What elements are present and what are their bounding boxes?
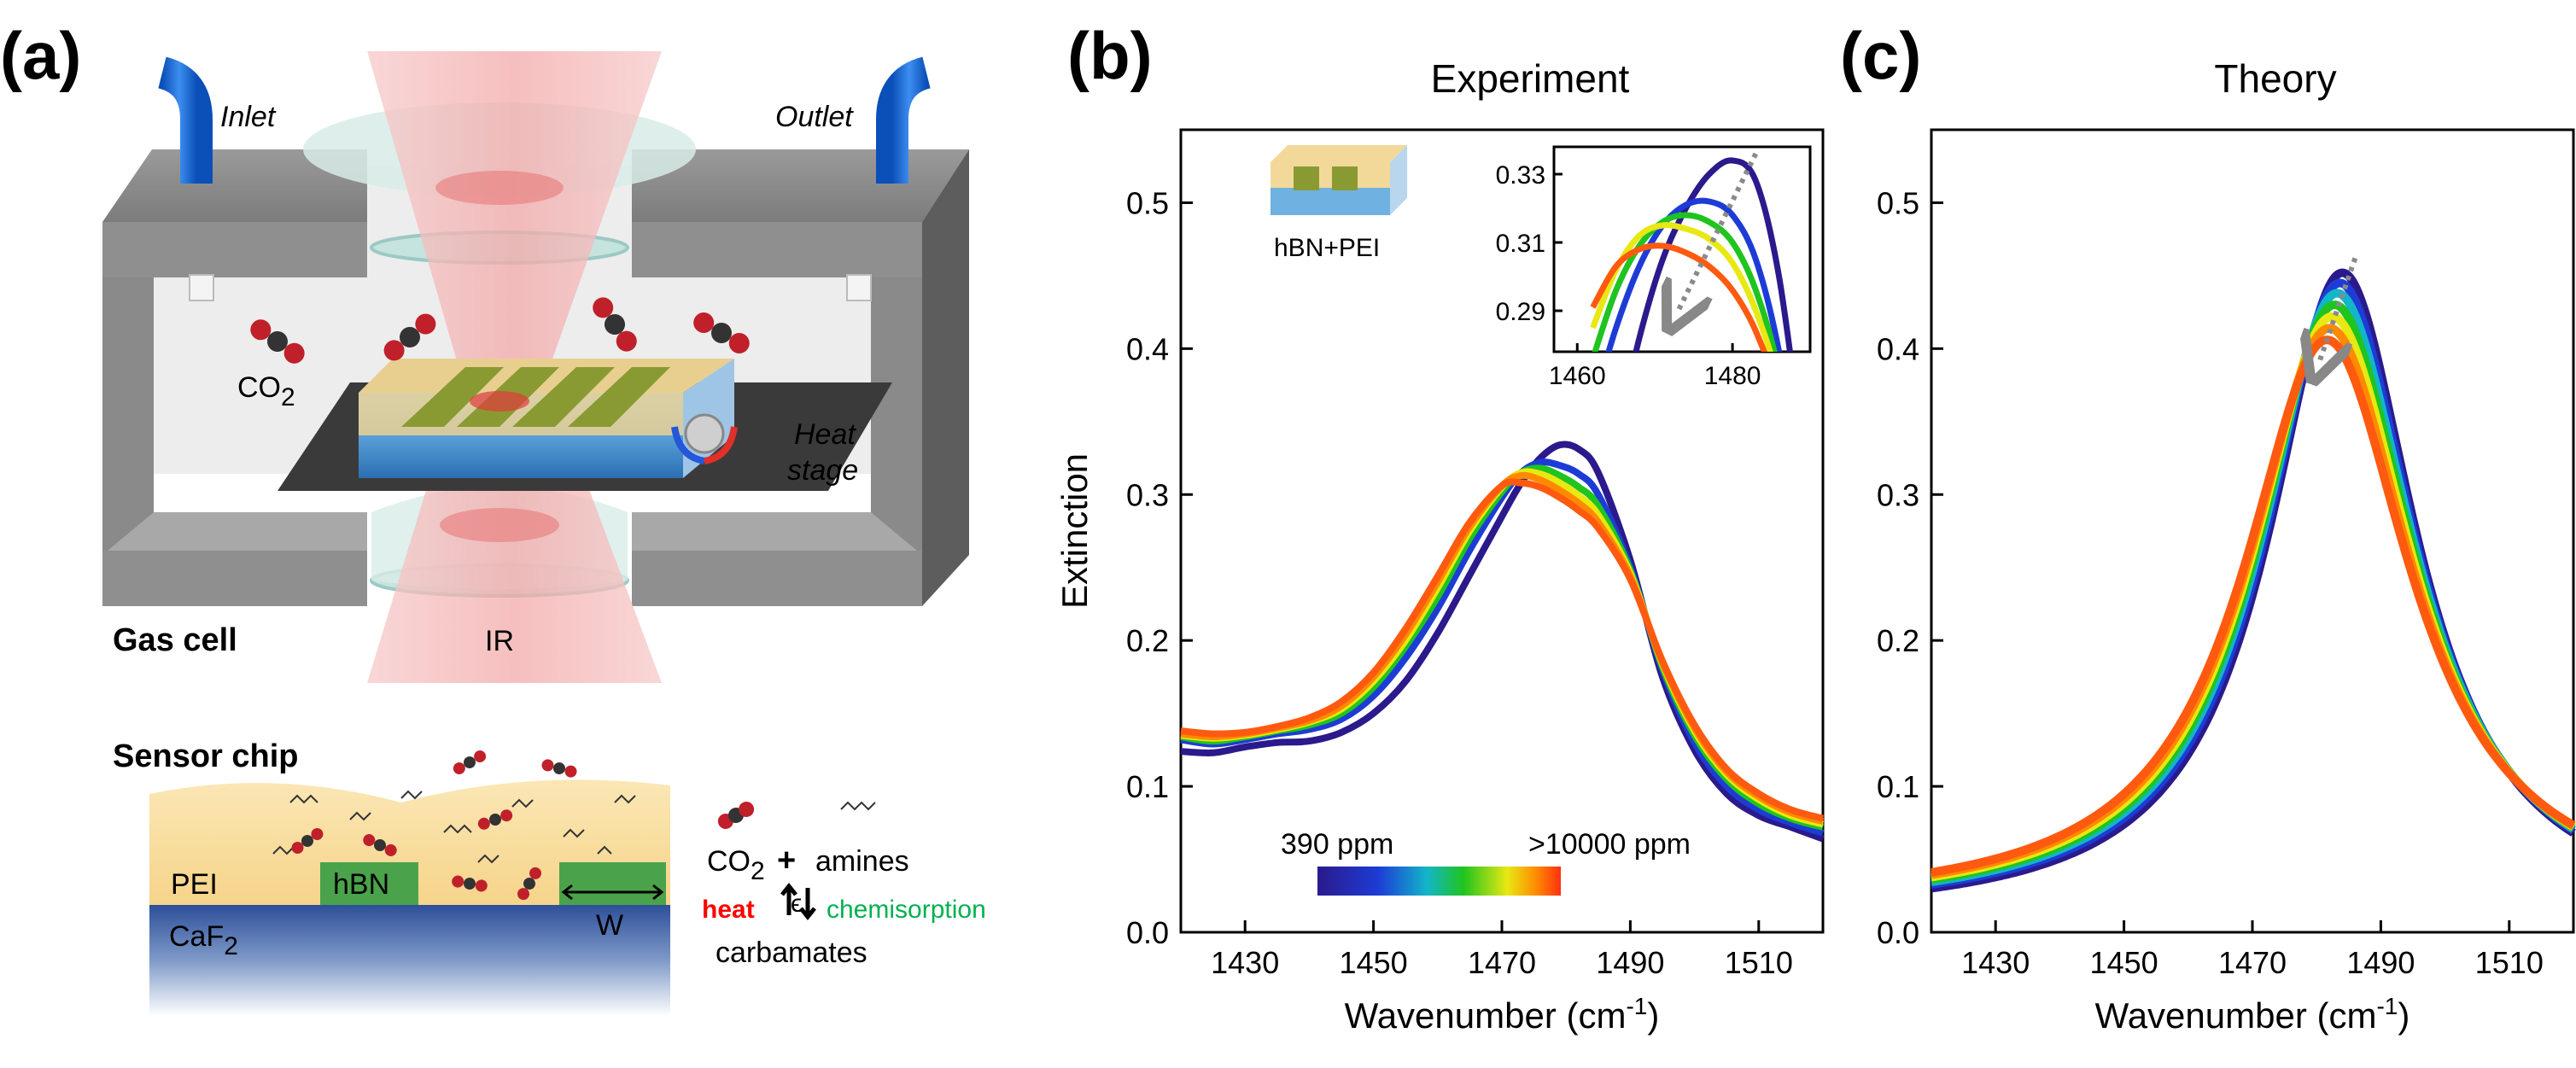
- co2-eq-label: CO2: [707, 845, 765, 885]
- chart-b-x-tick-label: 1490: [1596, 945, 1664, 980]
- hbn-label: hBN: [333, 868, 389, 901]
- chart-b-y-tick-label: 0.1: [1126, 769, 1169, 804]
- inset-y-tick-label: 0.31: [1496, 230, 1545, 258]
- inset-series-line: [1605, 197, 1783, 352]
- colorbar-high-label: >10000 ppm: [1528, 828, 1691, 861]
- chart-c-series-line: [1931, 289, 2576, 886]
- chart-b-y-axis-label: Extinction: [1054, 453, 1095, 609]
- chart-c-y-tick-label: 0.1: [1877, 769, 1919, 804]
- co2-label: CO2: [237, 371, 295, 411]
- inset-series-line: [1590, 222, 1773, 352]
- inset-x-tick-label: 1480: [1704, 362, 1761, 390]
- inlet-label: Inlet: [220, 101, 277, 133]
- chart-c-y-tick-label: 0.5: [1877, 185, 1919, 220]
- inset-series-line: [1633, 157, 1794, 352]
- pei-label: PEI: [171, 868, 218, 901]
- sensor-chip-label: Sensor chip: [113, 738, 299, 774]
- inset-shift-arrow: [1678, 152, 1759, 311]
- chart-b-series-line: [1180, 478, 1825, 822]
- chart-c-x-tick-label: 1450: [2090, 945, 2158, 980]
- inset-x-tick-label: 1460: [1549, 362, 1606, 390]
- panel-c-label: (c): [1840, 18, 1921, 93]
- ir-label: IR: [485, 625, 514, 657]
- chart-b-x-tick-label: 1470: [1468, 945, 1536, 980]
- caf2-label: CaF2: [169, 920, 238, 960]
- chart-c-y-tick-label: 0.0: [1877, 915, 1919, 950]
- chart-c-y-tick-label: 0.3: [1877, 477, 1919, 512]
- chart-b-y-tick-label: 0.0: [1126, 915, 1169, 950]
- chart-b-x-tick-label: 1510: [1725, 945, 1793, 980]
- inset-series-line: [1592, 212, 1778, 352]
- chart-b-y-tick-label: 0.3: [1126, 477, 1169, 512]
- gas-cell-illustration: [102, 51, 969, 683]
- chart-b-y-tick-label: 0.2: [1126, 623, 1169, 658]
- epsilon-symbol: ϵ: [791, 890, 802, 918]
- co2-molecules: [250, 297, 750, 364]
- chart-b-x-axis-label: Wavenumber (cm-1): [1345, 993, 1660, 1036]
- w-label: W: [596, 909, 623, 942]
- inset-plot-area: [1590, 157, 1794, 352]
- chemisorption-label: chemisorption: [827, 896, 986, 924]
- inset-series-line: [1590, 242, 1768, 352]
- chart-c-x-tick-label: 1510: [2475, 945, 2544, 980]
- chart-c-y-tick-label: 0.2: [1877, 623, 1919, 658]
- outlet-label: Outlet: [775, 101, 854, 133]
- amines-label: amines: [815, 845, 909, 878]
- inset-device-illustration: [1270, 145, 1407, 215]
- chart-experiment: 1430 1450 1470 1490 1510 0.0 0.1 0.2 0.3 0.4 0.5 Wa…: [1054, 128, 1825, 1036]
- heat-stage-label-2: stage: [787, 454, 858, 487]
- carbamates-label: carbamates: [716, 937, 867, 969]
- chart-c-series-line: [1931, 336, 2576, 877]
- gas-cell-label: Gas cell: [113, 622, 237, 658]
- chart-c-title: Theory: [2214, 56, 2336, 101]
- chart-b-y-tick-label: 0.4: [1126, 331, 1169, 366]
- chart-b-x-tick-label: 1430: [1211, 945, 1279, 980]
- panel-a: (a): [0, 18, 986, 1016]
- inset-y-tick-label: 0.33: [1496, 161, 1545, 190]
- heat-label: heat: [702, 896, 755, 924]
- chart-theory: 1430 1450 1470 1490 1510 0.0 0.1 0.2 0.3 0.4 0.5 Wa…: [1877, 128, 2576, 1036]
- chart-c-x-tick-label: 1490: [2346, 945, 2415, 980]
- panel-a-label: (a): [0, 18, 81, 93]
- chart-c-y-tick-label: 0.4: [1877, 331, 1919, 366]
- chart-b-title: Experiment: [1431, 56, 1630, 101]
- inset-device-label: hBN+PEI: [1274, 234, 1380, 262]
- chart-c-x-tick-label: 1430: [1961, 945, 2030, 980]
- colorbar: [1317, 867, 1561, 896]
- colorbar-low-label: 390 ppm: [1281, 828, 1393, 861]
- inset-y-tick-label: 0.29: [1496, 298, 1545, 326]
- plus-sign: +: [777, 843, 796, 878]
- panel-b-label: (b): [1067, 18, 1153, 93]
- chart-b-x-tick-label: 1450: [1340, 945, 1408, 980]
- reaction-scheme: [717, 801, 876, 921]
- panel-b: (b) Experiment 1430 1450 1470 1490 1510 0.0 0.…: [1054, 18, 1825, 1036]
- panel-c: (c) Theory 1430 1450 1470 1490 1510 0.0 0.1 0.2…: [1840, 18, 2576, 1036]
- chart-c-x-tick-label: 1470: [2218, 945, 2287, 980]
- chart-c-x-axis-label: Wavenumber (cm-1): [2095, 993, 2410, 1036]
- heat-stage-label-1: Heat: [794, 418, 856, 451]
- sensor-chip-illustration: [149, 750, 670, 1016]
- chart-b-y-tick-label: 0.5: [1126, 185, 1169, 220]
